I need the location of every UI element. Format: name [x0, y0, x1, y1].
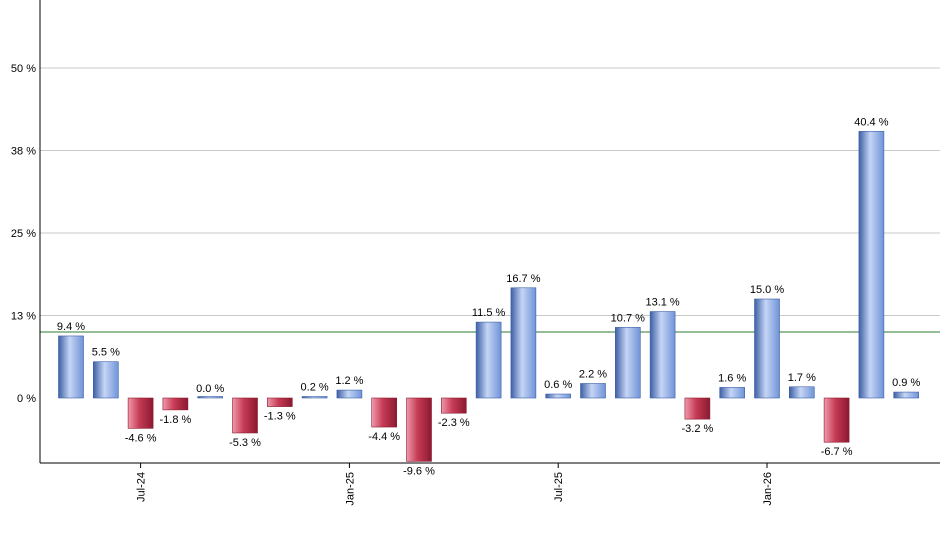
bar: [162, 397, 189, 411]
y-tick-label: 0 %: [17, 393, 36, 405]
y-axis-ticks: 0 % 13 % 25 % 38 % 50 %: [11, 63, 36, 405]
bar: [266, 397, 293, 407]
y-tick-label: 13 %: [11, 311, 36, 323]
bar: [580, 383, 606, 399]
bar: [301, 396, 328, 399]
data-label: 16.7 %: [506, 273, 540, 285]
x-tick-label: Jan-26: [762, 472, 774, 506]
y-tick-label: 50 %: [11, 63, 36, 75]
bar: [93, 361, 119, 399]
bar: [614, 327, 641, 399]
data-label: 40.4 %: [854, 116, 888, 128]
x-axis-ticks: Jul-24 Jan-25 Jul-25 Jan-26: [136, 463, 774, 506]
bar: [754, 298, 780, 399]
data-label: -1.8 %: [160, 414, 192, 426]
bar: [545, 393, 572, 399]
bar: [719, 387, 746, 399]
data-label: 0.0 %: [196, 383, 224, 395]
x-tick-label: Jul-25: [553, 472, 565, 502]
data-label: 13.1 %: [645, 297, 679, 309]
bars: [58, 131, 920, 462]
x-tick-label: Jan-25: [344, 472, 356, 506]
bar: [406, 397, 432, 462]
bar: [197, 396, 223, 399]
data-label: 0.6 %: [544, 379, 572, 391]
data-label: -4.6 %: [125, 432, 157, 444]
data-label: 0.2 %: [301, 382, 329, 394]
y-tick-label: 38 %: [11, 146, 36, 158]
bar: [58, 335, 84, 399]
bar: [336, 389, 363, 399]
bar: [371, 397, 398, 428]
bar: [127, 397, 154, 429]
x-tick-label: Jul-24: [136, 472, 148, 502]
gridlines: [40, 67, 940, 316]
bar: [893, 391, 920, 399]
bar: [823, 397, 850, 443]
data-label: 10.7 %: [611, 312, 645, 324]
y-tick-label: 25 %: [11, 228, 36, 240]
data-label: -1.3 %: [264, 411, 296, 423]
bar: [510, 287, 537, 399]
data-label: -3.2 %: [682, 423, 714, 435]
data-label: 2.2 %: [579, 368, 607, 380]
data-label: -6.7 %: [821, 446, 853, 458]
bar: [232, 397, 258, 434]
bar: [684, 397, 711, 420]
bar: [858, 131, 885, 399]
bar: [440, 397, 467, 414]
data-label: 15.0 %: [750, 284, 784, 296]
data-label: 1.7 %: [788, 372, 816, 384]
bar: [475, 321, 502, 399]
bar: [649, 311, 676, 399]
data-label: -5.3 %: [229, 437, 261, 449]
data-label: 11.5 %: [472, 307, 506, 319]
data-label: 9.4 %: [57, 321, 85, 333]
data-label: -2.3 %: [438, 417, 470, 429]
data-label: 1.6 %: [718, 372, 746, 384]
data-label: 0.9 %: [892, 377, 920, 389]
bar: [788, 386, 815, 399]
data-label: 5.5 %: [92, 347, 120, 359]
data-label: 1.2 %: [335, 375, 363, 387]
axes: [39, 0, 940, 464]
data-label: -4.4 %: [368, 431, 400, 443]
data-label: -9.6 %: [403, 465, 435, 477]
data-labels: 9.4 % 5.5 % -4.6 %-1.8 % 0.0 % -5.3 % -1.3 % 0…: [57, 116, 921, 477]
